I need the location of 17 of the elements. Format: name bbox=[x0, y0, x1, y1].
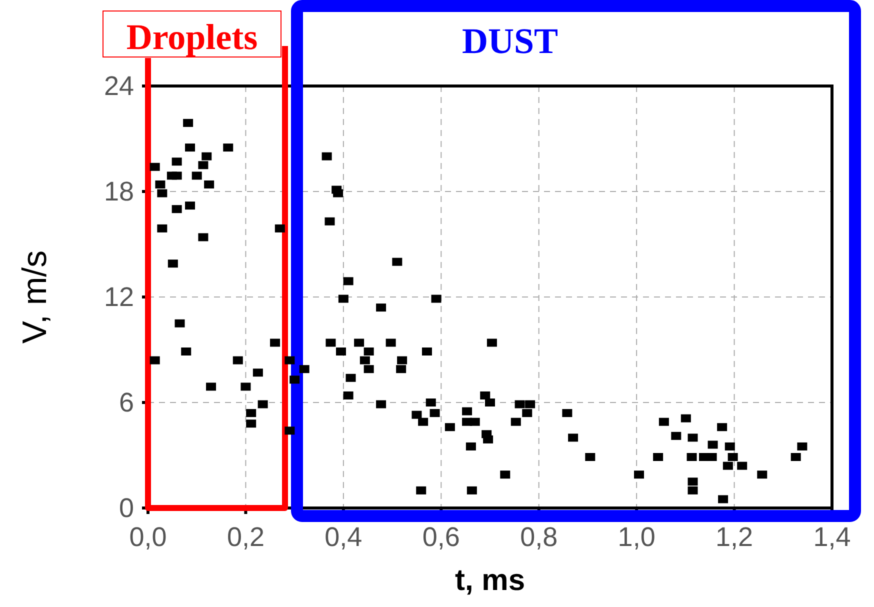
text: Droplets bbox=[126, 17, 258, 57]
y-tick-label: 24 bbox=[104, 71, 134, 101]
y-axis-title: V, m/s bbox=[16, 250, 54, 344]
x-tick-label: 0,2 bbox=[226, 522, 264, 552]
y-tick-label: 6 bbox=[118, 388, 134, 418]
x-axis-title: t, ms bbox=[454, 564, 526, 597]
x-tick-label: 1,2 bbox=[716, 522, 754, 552]
x-tick-label: 0,4 bbox=[324, 522, 362, 552]
x-tick-label: 0,6 bbox=[422, 522, 460, 552]
y-tick-label: 0 bbox=[118, 493, 134, 523]
y-tick-label: 12 bbox=[104, 282, 134, 312]
x-tick-label: 1,4 bbox=[813, 522, 851, 552]
x-tick-label: 1,0 bbox=[618, 522, 656, 552]
x-tick-label: 0,8 bbox=[520, 522, 558, 552]
text: DUST bbox=[462, 21, 558, 61]
y-tick-label: 18 bbox=[104, 176, 134, 206]
x-tick-label: 0,0 bbox=[129, 522, 167, 552]
